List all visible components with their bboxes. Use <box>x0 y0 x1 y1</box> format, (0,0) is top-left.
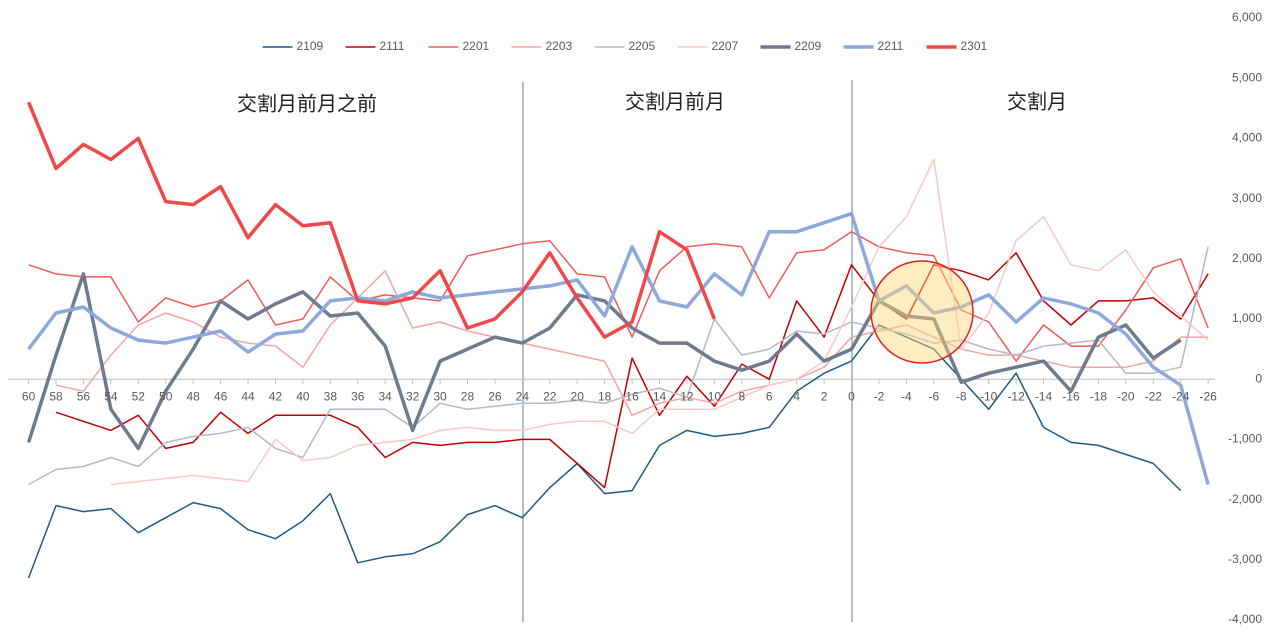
x-tick-label: 0 <box>848 389 855 403</box>
legend-label: 2207 <box>712 39 739 53</box>
x-tick-label: 52 <box>132 389 146 403</box>
x-tick-label: 38 <box>324 389 338 403</box>
x-tick-label: 22 <box>543 389 557 403</box>
x-tick-label: 28 <box>461 389 475 403</box>
x-tick-label: 4 <box>793 389 800 403</box>
y-tick-label: 2,000 <box>1232 251 1262 265</box>
series-line <box>27 211 1210 485</box>
y-tick-label: -1,000 <box>1228 432 1262 446</box>
x-tick-label: 30 <box>433 389 447 403</box>
section-label: 交割月前月 <box>625 90 725 114</box>
x-tick-label: 32 <box>406 389 420 403</box>
x-tick-label: 56 <box>77 389 91 403</box>
x-tick-label: 46 <box>214 389 228 403</box>
legend-label: 2209 <box>795 39 822 53</box>
series-line <box>27 324 1182 579</box>
x-tick-label: 58 <box>49 389 63 403</box>
y-tick-label: 6,000 <box>1232 10 1262 24</box>
y-tick-label: 0 <box>1255 371 1262 385</box>
legend-label: 2111 <box>380 39 405 53</box>
x-tick-label: 20 <box>571 389 585 403</box>
x-tick-label: 50 <box>159 389 173 403</box>
series-line <box>110 158 1209 486</box>
series-line <box>26 272 1182 451</box>
x-tick-label: 36 <box>351 389 365 403</box>
legend-label: 2301 <box>961 39 988 53</box>
series-line <box>28 230 1209 362</box>
x-tick-label: 44 <box>241 389 255 403</box>
x-tick-label: -10 <box>980 389 998 403</box>
legend-label: 2205 <box>629 39 656 53</box>
y-tick-label: -2,000 <box>1228 492 1262 506</box>
x-tick-label: -20 <box>1117 389 1135 403</box>
x-tick-label: -8 <box>956 389 967 403</box>
x-tick-label: 48 <box>186 389 200 403</box>
x-tick-label: -14 <box>1035 389 1053 403</box>
x-tick-label: -16 <box>1062 389 1080 403</box>
legend-label: 2203 <box>546 39 573 53</box>
x-tick-label: -22 <box>1145 389 1163 403</box>
section-label: 交割月 <box>1007 90 1067 114</box>
x-tick-label: 60 <box>22 389 36 403</box>
y-tick-label: -3,000 <box>1228 552 1262 566</box>
x-tick-label: -6 <box>928 389 939 403</box>
x-tick-label: 14 <box>653 389 667 403</box>
x-tick-label: 10 <box>708 389 722 403</box>
y-tick-label: 1,000 <box>1232 311 1262 325</box>
plot-area <box>8 17 1218 621</box>
x-tick-label: 2 <box>821 389 828 403</box>
series-line <box>26 101 717 339</box>
series-line <box>55 252 1209 489</box>
x-tick-label: 40 <box>296 389 310 403</box>
x-tick-label: -2 <box>874 389 885 403</box>
x-tick-label: -12 <box>1007 389 1025 403</box>
x-tick-label: 12 <box>680 389 694 403</box>
series-line <box>28 246 1209 486</box>
legend-label: 2201 <box>463 39 490 53</box>
x-tick-label: 16 <box>625 389 639 403</box>
x-tick-label: 18 <box>598 389 612 403</box>
x-tick-label: -26 <box>1199 389 1217 403</box>
x-tick-label: -4 <box>901 389 912 403</box>
x-tick-label: -24 <box>1172 389 1190 403</box>
x-tick-label: 24 <box>516 389 530 403</box>
y-tick-label: 5,000 <box>1232 70 1262 84</box>
highlight-circle <box>870 260 974 364</box>
x-tick-label: 6 <box>766 389 773 403</box>
y-tick-label: -4,000 <box>1228 612 1262 626</box>
section-label: 交割月前月之前 <box>237 92 377 116</box>
legend-label: 2109 <box>297 39 324 53</box>
y-tick-label: 4,000 <box>1232 131 1262 145</box>
x-tick-label: 54 <box>104 389 118 403</box>
x-tick-label: 8 <box>738 389 745 403</box>
legend-label: 2211 <box>878 39 904 53</box>
x-tick-label: 26 <box>488 389 502 403</box>
x-tick-label: 34 <box>379 389 393 403</box>
x-tick-label: -18 <box>1090 389 1108 403</box>
y-tick-label: 3,000 <box>1232 191 1262 205</box>
x-tick-label: 42 <box>269 389 283 403</box>
